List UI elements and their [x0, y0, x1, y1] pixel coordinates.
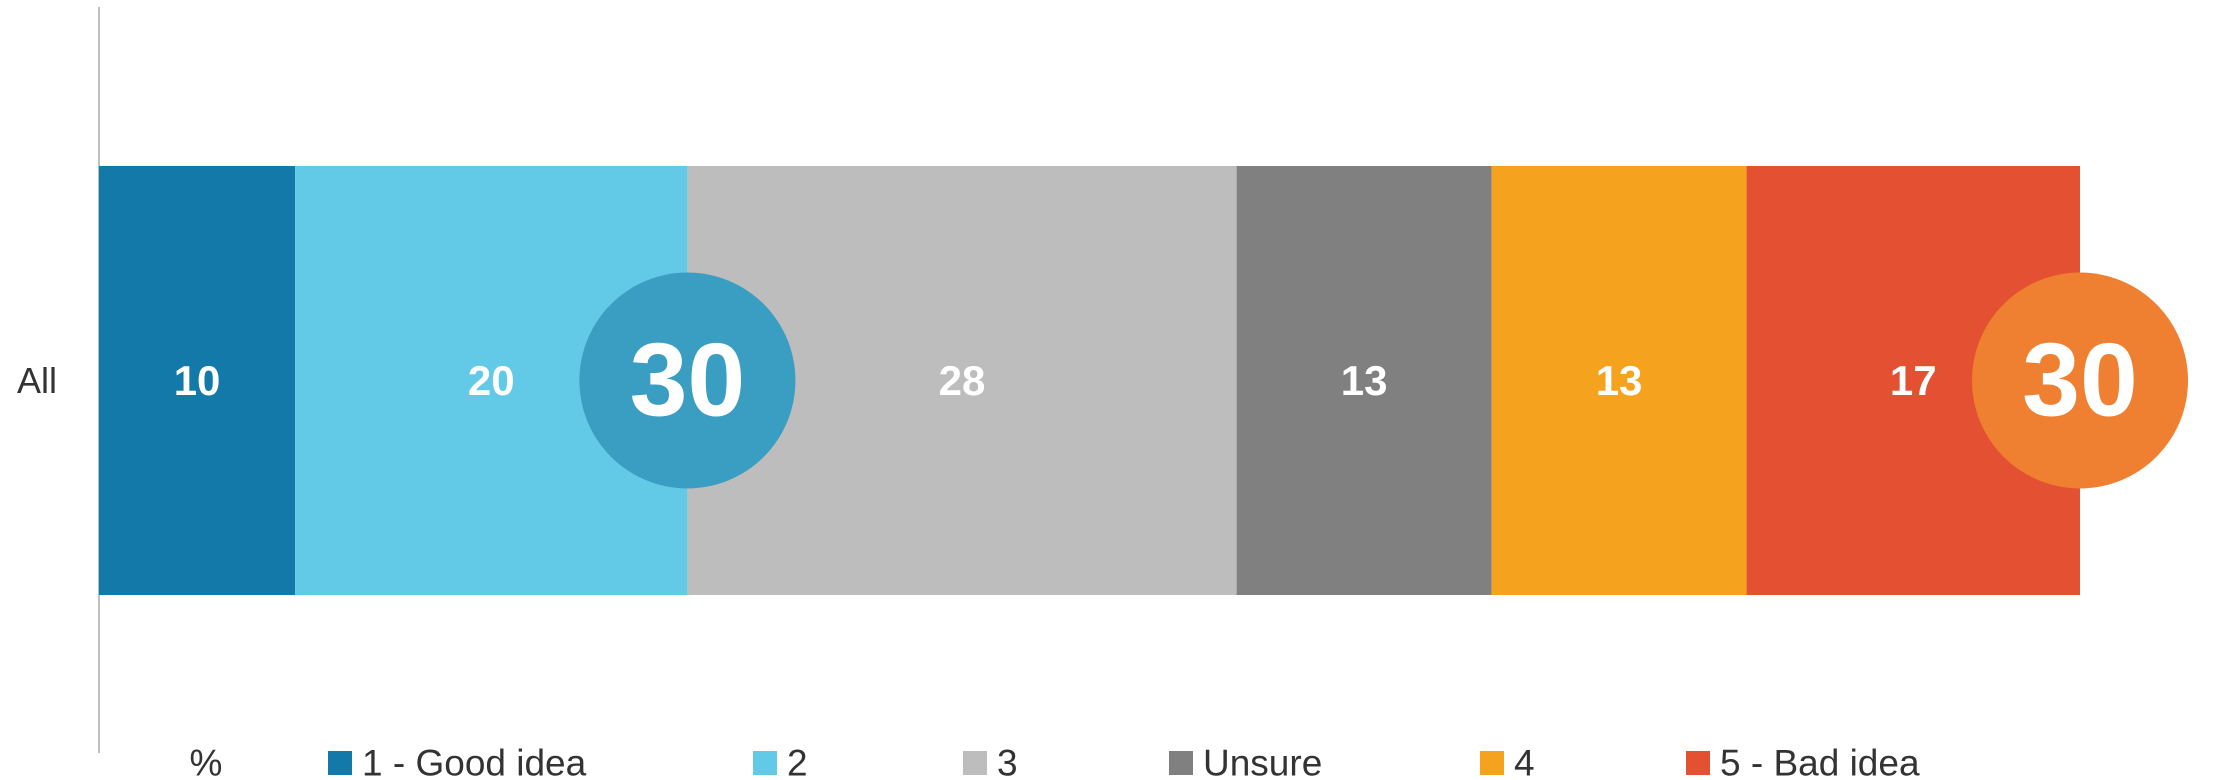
legend-text: 4 [1514, 743, 1535, 780]
segment-label: 13 [1341, 357, 1388, 404]
legend-text: Unsure [1203, 743, 1322, 780]
category-label: All [17, 360, 57, 401]
legend-swatch [1169, 751, 1193, 775]
segment-label: 28 [939, 357, 986, 404]
legend-text: 5 - Bad idea [1720, 743, 1920, 780]
legend-swatch [753, 751, 777, 775]
legend-text: 2 [787, 743, 808, 780]
summary-circle [1972, 272, 2188, 489]
legend-swatch [963, 751, 987, 775]
legend-text: 3 [997, 743, 1018, 780]
legend-swatch [1480, 751, 1504, 775]
summary-label: 30 [2022, 323, 2138, 439]
summary-label: 30 [630, 323, 746, 439]
bar-segment [1491, 166, 1747, 595]
segment-label: 20 [468, 357, 515, 404]
segment-label: 13 [1596, 357, 1643, 404]
bar-segment [1236, 166, 1492, 595]
segment-label: 17 [1890, 357, 1937, 404]
bar-segment [99, 166, 296, 595]
segment-label: 10 [174, 357, 221, 404]
legend-text: 1 - Good idea [362, 743, 587, 780]
legend-swatch [328, 751, 352, 775]
unit-label: % [190, 743, 223, 780]
summary-circle [579, 272, 796, 489]
legend-swatch [1686, 751, 1710, 775]
